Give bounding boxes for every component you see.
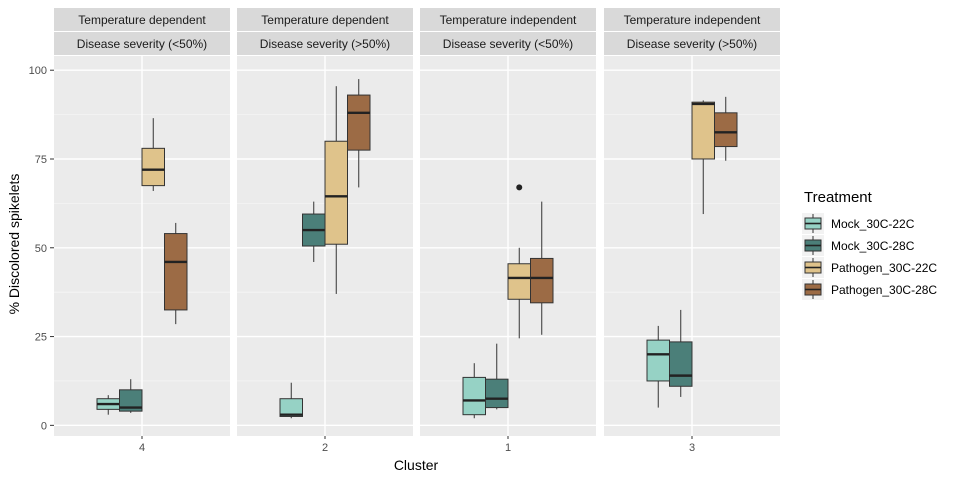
box-mock-30c-22c <box>96 395 120 415</box>
legend-entry: Mock_30C-28C <box>802 235 915 256</box>
box-pathogen-30c-28c <box>714 96 738 161</box>
box-body <box>141 147 165 187</box>
box-mock-30c-28c <box>302 201 326 262</box>
strip-background <box>604 32 780 55</box>
box-mock-30c-28c <box>119 379 143 413</box>
x-tick-label: 3 <box>689 442 695 454</box>
strip-label: Disease severity (<50%) <box>443 37 573 51</box>
strip-background <box>54 8 230 31</box>
x-tick-label: 1 <box>505 442 511 454</box>
y-tick-label: 50 <box>35 243 47 255</box>
strip-background <box>420 8 596 31</box>
y-tick-label: 75 <box>35 154 47 166</box>
box-body <box>279 398 303 417</box>
box-mock-30c-22c <box>646 325 670 408</box>
facet-panel-2: Temperature dependent Disease severity (>… <box>237 8 413 454</box>
facet-panel-1: Temperature dependent Disease severity (<… <box>54 8 230 454</box>
strip-label: Disease severity (>50%) <box>260 37 390 51</box>
legend-entry: Mock_30C-22C <box>802 213 915 234</box>
box-pathogen-30c-28c <box>164 222 188 325</box>
facet-panels: Temperature dependent Disease severity (<… <box>54 8 780 454</box>
strip-background <box>604 8 780 31</box>
box-body <box>462 376 486 416</box>
y-axis-title: % Discolored spikelets <box>6 174 22 315</box>
strip-label: Disease severity (<50%) <box>77 37 207 51</box>
legend-entry: Pathogen_30C-22C <box>802 257 937 278</box>
x-tick-label: 2 <box>322 442 328 454</box>
facet-panel-4: Temperature independent Disease severity … <box>604 8 780 454</box>
x-axis-title: Cluster <box>394 457 439 473</box>
box-body <box>485 378 509 409</box>
strip-background <box>54 32 230 55</box>
legend-label: Mock_30C-22C <box>831 217 915 231</box>
legend: Treatment Mock_30C-22C Mock_30C-28C Pathog… <box>802 189 937 300</box>
strip-label: Temperature independent <box>440 13 577 27</box>
legend-title: Treatment <box>804 189 873 206</box>
strip-background <box>237 8 413 31</box>
box-pathogen-30c-22c <box>141 118 165 191</box>
box-body <box>669 341 693 387</box>
box-body <box>347 94 371 151</box>
x-tick-label: 4 <box>139 442 145 454</box>
outlier-point <box>516 184 523 191</box>
legend-label: Mock_30C-28C <box>831 239 915 253</box>
legend-entry: Pathogen_30C-28C <box>802 279 937 300</box>
strip-label: Temperature dependent <box>261 13 389 27</box>
box-pathogen-30c-28c <box>530 201 554 335</box>
box-body <box>646 339 670 382</box>
legend-label: Pathogen_30C-28C <box>831 283 937 297</box>
box-pathogen-30c-28c <box>347 79 371 188</box>
strip-background <box>237 32 413 55</box>
box-pathogen-30c-22c <box>324 86 348 294</box>
box-body <box>507 263 531 300</box>
box-mock-30c-28c <box>669 309 693 397</box>
box-mock-30c-22c <box>462 363 486 419</box>
box-body <box>530 257 554 304</box>
box-body <box>164 233 188 311</box>
strip-label: Temperature dependent <box>78 13 206 27</box>
box-body <box>324 140 348 245</box>
legend-label: Pathogen_30C-22C <box>831 261 937 275</box>
box-body <box>714 112 738 148</box>
y-axis: 0 25 50 75 100 <box>29 65 54 432</box>
strip-label: Temperature independent <box>624 13 761 27</box>
strip-label: Disease severity (>50%) <box>627 37 757 51</box>
y-tick-label: 100 <box>29 65 47 77</box>
box-body <box>691 101 715 160</box>
box-body <box>119 389 143 412</box>
y-tick-label: 0 <box>41 420 47 432</box>
box-mock-30c-22c <box>279 382 303 419</box>
y-tick-label: 25 <box>35 332 47 344</box>
box-mock-30c-28c <box>485 343 509 410</box>
facet-panel-3: Temperature independent Disease severity … <box>420 8 596 454</box>
strip-background <box>420 32 596 55</box>
